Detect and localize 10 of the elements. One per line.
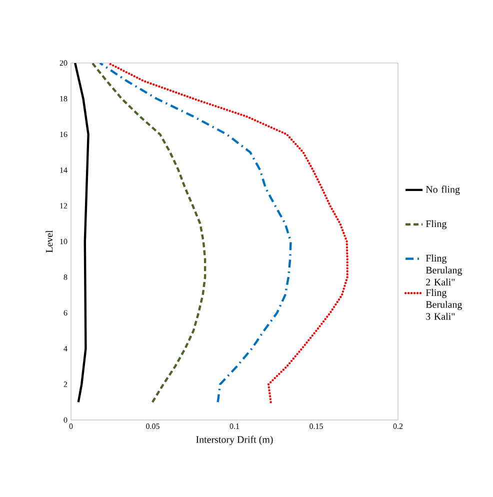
legend-label: Fling Berulang 3 Kali" <box>426 288 462 320</box>
line-series <box>91 62 206 404</box>
line-series <box>107 62 348 404</box>
legend-label: Fling <box>426 220 447 230</box>
y-axis-title: Level <box>46 230 53 253</box>
x-axis-title: Interstory Drift (m) <box>196 436 273 445</box>
line-series <box>98 62 292 404</box>
legend-label: No fling <box>426 186 460 195</box>
legend-label: Fling Berulang 2 Kali" <box>426 254 462 286</box>
line-series <box>74 62 90 404</box>
